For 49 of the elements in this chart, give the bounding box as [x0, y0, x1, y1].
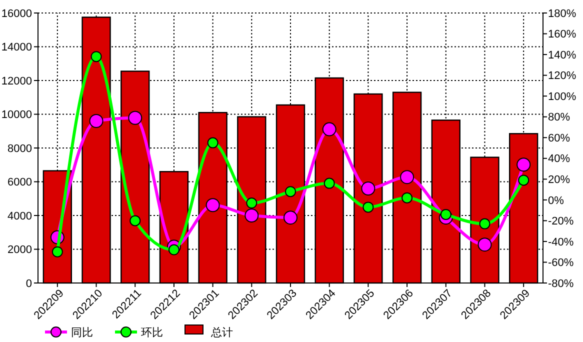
point — [518, 174, 530, 186]
point — [324, 178, 335, 189]
point — [479, 218, 490, 230]
y2-tick-label: 160% — [548, 28, 576, 41]
point — [400, 170, 414, 184]
point — [440, 208, 452, 220]
point — [207, 137, 218, 148]
y2-tick-label: 60% — [548, 132, 570, 144]
point — [244, 208, 259, 222]
y2-tick-label: 20% — [548, 174, 570, 186]
point — [402, 192, 413, 204]
point — [361, 182, 376, 196]
point — [322, 122, 336, 136]
y-tick-label: 2000 — [8, 244, 32, 256]
y-tick-label: 4000 — [8, 210, 32, 222]
y-tick-label: 12000 — [1, 75, 32, 88]
y2-tick-label: -60% — [548, 257, 574, 270]
point — [168, 244, 180, 256]
point — [130, 215, 141, 226]
y2-tick-label: 80% — [548, 112, 570, 124]
point — [284, 210, 298, 225]
y2-tick-label: 100% — [548, 90, 576, 103]
point — [52, 246, 63, 258]
point — [89, 114, 104, 128]
legend-label: 同比 — [71, 326, 93, 339]
point — [285, 186, 296, 198]
point — [478, 238, 492, 252]
y-tick-label: 8000 — [8, 142, 32, 155]
point — [516, 158, 531, 172]
point — [246, 198, 258, 209]
point — [206, 198, 220, 212]
y-tick-label: 16000 — [1, 8, 32, 20]
point — [90, 51, 102, 62]
point — [128, 110, 142, 125]
y2-tick-label: 120% — [548, 70, 576, 82]
y-tick-label: 14000 — [1, 42, 32, 54]
y2-tick-label: 140% — [548, 49, 576, 62]
y2-tick-label: -20% — [548, 216, 574, 228]
legend-label: 环比 — [141, 326, 163, 339]
y-tick-label: 10000 — [1, 109, 32, 122]
y-tick-label: 0 — [26, 278, 32, 290]
y2-tick-label: 40% — [548, 153, 570, 166]
y-tick-label: 6000 — [8, 176, 32, 189]
y2-tick-label: 180% — [548, 8, 576, 20]
point — [362, 202, 374, 213]
y2-tick-label: -80% — [548, 278, 574, 290]
y2-tick-label: -40% — [548, 236, 574, 248]
legend-label: 总计 — [210, 326, 233, 339]
y2-tick-label: 0% — [548, 194, 564, 207]
